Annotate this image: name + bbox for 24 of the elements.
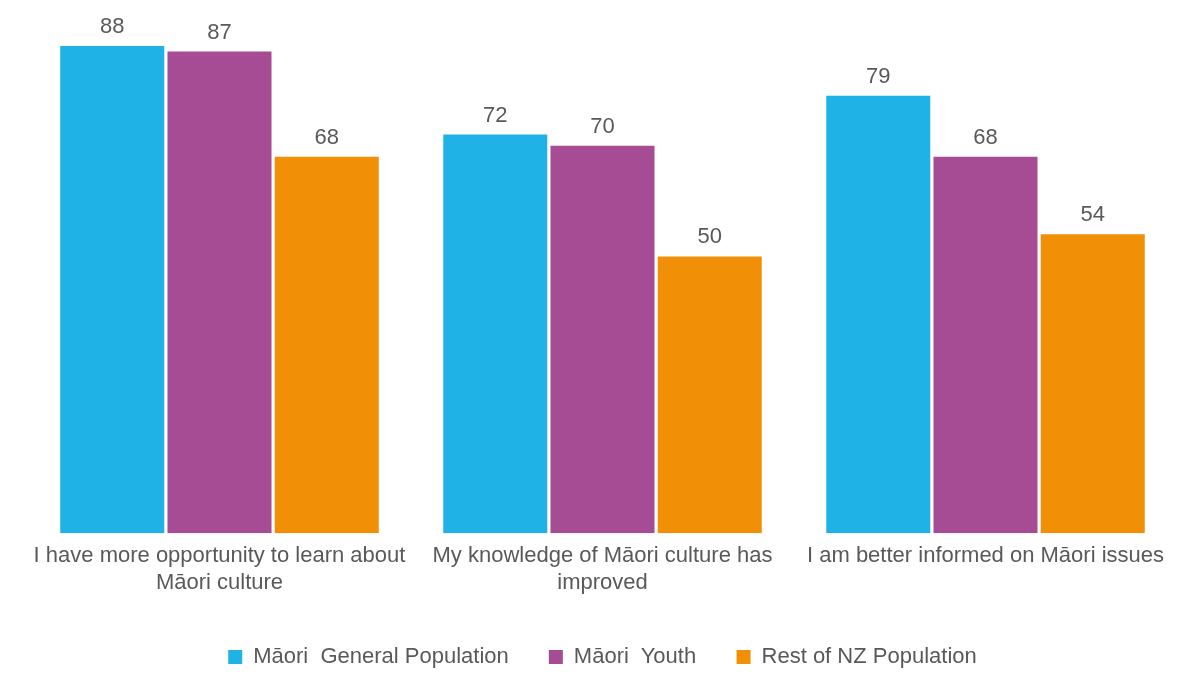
data-label: 68 <box>973 123 998 149</box>
bar <box>550 145 655 534</box>
x-tick-label: My knowledge of Māori culture has improved <box>432 542 773 594</box>
bar <box>274 156 379 534</box>
x-tick-label: I have more opportunity to learn about Māori culture <box>33 542 406 594</box>
bar <box>167 51 272 534</box>
bar <box>657 256 762 534</box>
data-label: 87 <box>207 18 232 44</box>
legend-label: Rest of NZ Population <box>761 643 977 669</box>
bar <box>60 46 165 534</box>
data-label: 79 <box>866 62 891 88</box>
x-tick-label: I am better informed on Māori issues <box>806 542 1165 568</box>
data-label: 54 <box>1080 201 1105 227</box>
data-label: 72 <box>483 101 508 127</box>
data-label: 88 <box>100 13 125 39</box>
bar <box>1040 234 1145 534</box>
legend-label: Māori Youth <box>573 643 697 669</box>
data-label: 68 <box>314 123 339 149</box>
data-label: 70 <box>590 112 615 138</box>
bar <box>443 134 548 534</box>
legend-label: Māori General Population <box>253 643 509 669</box>
bar <box>933 156 1038 534</box>
bar <box>826 95 931 534</box>
data-label: 50 <box>697 223 722 249</box>
